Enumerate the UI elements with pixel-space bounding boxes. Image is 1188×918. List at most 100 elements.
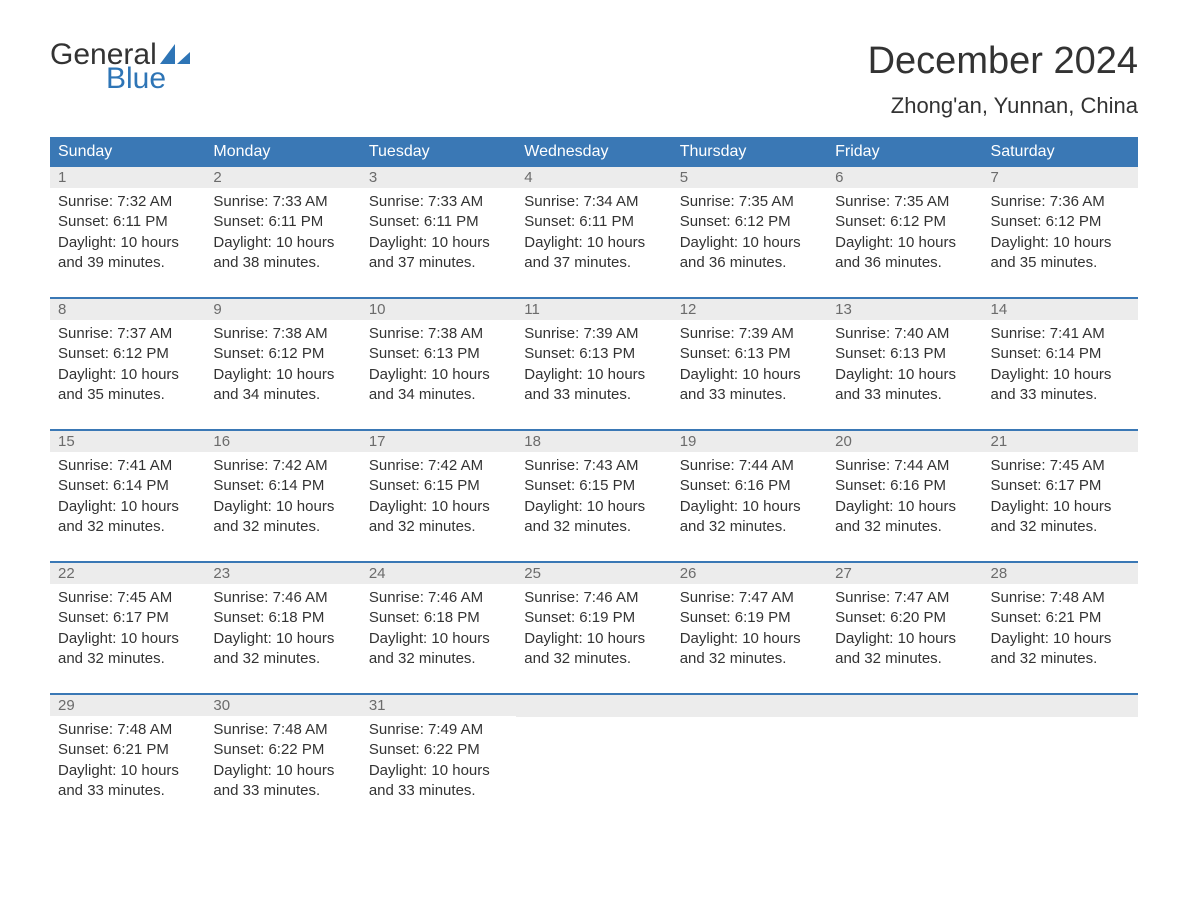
- day-sunset: Sunset: 6:12 PM: [680, 212, 819, 232]
- day-number: 16: [205, 431, 360, 452]
- day-content: Sunrise: 7:33 AMSunset: 6:11 PMDaylight:…: [205, 188, 360, 297]
- day-daylight2: and 34 minutes.: [213, 385, 352, 405]
- day-cell: 15Sunrise: 7:41 AMSunset: 6:14 PMDayligh…: [50, 430, 205, 562]
- weekday-header: Friday: [827, 137, 982, 167]
- day-daylight2: and 32 minutes.: [835, 649, 974, 669]
- day-daylight1: Daylight: 10 hours: [991, 365, 1130, 385]
- day-daylight2: and 37 minutes.: [524, 253, 663, 273]
- day-sunset: Sunset: 6:16 PM: [680, 476, 819, 496]
- day-cell: 18Sunrise: 7:43 AMSunset: 6:15 PMDayligh…: [516, 430, 671, 562]
- day-content: Sunrise: 7:44 AMSunset: 6:16 PMDaylight:…: [827, 452, 982, 561]
- day-sunrise: Sunrise: 7:36 AM: [991, 192, 1130, 212]
- day-number: 22: [50, 563, 205, 584]
- day-sunrise: Sunrise: 7:35 AM: [835, 192, 974, 212]
- day-content: Sunrise: 7:44 AMSunset: 6:16 PMDaylight:…: [672, 452, 827, 561]
- day-number: 12: [672, 299, 827, 320]
- week-row: 1Sunrise: 7:32 AMSunset: 6:11 PMDaylight…: [50, 167, 1138, 298]
- day-sunrise: Sunrise: 7:46 AM: [369, 588, 508, 608]
- day-daylight1: Daylight: 10 hours: [524, 233, 663, 253]
- day-sunset: Sunset: 6:15 PM: [524, 476, 663, 496]
- day-cell: 4Sunrise: 7:34 AMSunset: 6:11 PMDaylight…: [516, 167, 671, 298]
- day-daylight2: and 38 minutes.: [213, 253, 352, 273]
- day-daylight2: and 34 minutes.: [369, 385, 508, 405]
- day-sunset: Sunset: 6:16 PM: [835, 476, 974, 496]
- day-daylight1: Daylight: 10 hours: [213, 233, 352, 253]
- day-sunset: Sunset: 6:14 PM: [991, 344, 1130, 364]
- day-number: 31: [361, 695, 516, 716]
- week-row: 22Sunrise: 7:45 AMSunset: 6:17 PMDayligh…: [50, 562, 1138, 694]
- day-daylight1: Daylight: 10 hours: [369, 761, 508, 781]
- day-number: 11: [516, 299, 671, 320]
- weekday-header-row: SundayMondayTuesdayWednesdayThursdayFrid…: [50, 137, 1138, 167]
- day-number: 10: [361, 299, 516, 320]
- day-number: 18: [516, 431, 671, 452]
- day-content: Sunrise: 7:39 AMSunset: 6:13 PMDaylight:…: [672, 320, 827, 429]
- location: Zhong'an, Yunnan, China: [868, 93, 1138, 119]
- day-sunset: Sunset: 6:18 PM: [213, 608, 352, 628]
- day-number: 20: [827, 431, 982, 452]
- day-sunrise: Sunrise: 7:41 AM: [58, 456, 197, 476]
- day-daylight1: Daylight: 10 hours: [680, 233, 819, 253]
- day-number: 8: [50, 299, 205, 320]
- day-cell: 9Sunrise: 7:38 AMSunset: 6:12 PMDaylight…: [205, 298, 360, 430]
- day-sunset: Sunset: 6:17 PM: [58, 608, 197, 628]
- day-number: 29: [50, 695, 205, 716]
- day-sunset: Sunset: 6:20 PM: [835, 608, 974, 628]
- day-daylight1: Daylight: 10 hours: [835, 365, 974, 385]
- day-cell: 11Sunrise: 7:39 AMSunset: 6:13 PMDayligh…: [516, 298, 671, 430]
- day-daylight1: Daylight: 10 hours: [213, 497, 352, 517]
- weekday-header: Tuesday: [361, 137, 516, 167]
- day-number: 15: [50, 431, 205, 452]
- day-daylight1: Daylight: 10 hours: [991, 497, 1130, 517]
- day-sunset: Sunset: 6:21 PM: [58, 740, 197, 760]
- day-cell: 17Sunrise: 7:42 AMSunset: 6:15 PMDayligh…: [361, 430, 516, 562]
- day-number: 17: [361, 431, 516, 452]
- day-sunrise: Sunrise: 7:37 AM: [58, 324, 197, 344]
- day-sunrise: Sunrise: 7:38 AM: [213, 324, 352, 344]
- day-sunrise: Sunrise: 7:40 AM: [835, 324, 974, 344]
- day-cell: 26Sunrise: 7:47 AMSunset: 6:19 PMDayligh…: [672, 562, 827, 694]
- day-sunrise: Sunrise: 7:49 AM: [369, 720, 508, 740]
- day-content: Sunrise: 7:41 AMSunset: 6:14 PMDaylight:…: [50, 452, 205, 561]
- day-daylight1: Daylight: 10 hours: [991, 629, 1130, 649]
- day-sunset: Sunset: 6:11 PM: [213, 212, 352, 232]
- weekday-header: Wednesday: [516, 137, 671, 167]
- day-daylight2: and 32 minutes.: [58, 649, 197, 669]
- day-sunrise: Sunrise: 7:48 AM: [991, 588, 1130, 608]
- day-sunset: Sunset: 6:14 PM: [213, 476, 352, 496]
- day-daylight2: and 33 minutes.: [680, 385, 819, 405]
- day-cell: 7Sunrise: 7:36 AMSunset: 6:12 PMDaylight…: [983, 167, 1138, 298]
- day-content: Sunrise: 7:34 AMSunset: 6:11 PMDaylight:…: [516, 188, 671, 297]
- day-daylight1: Daylight: 10 hours: [835, 629, 974, 649]
- weekday-header: Monday: [205, 137, 360, 167]
- day-number: 13: [827, 299, 982, 320]
- day-cell: 12Sunrise: 7:39 AMSunset: 6:13 PMDayligh…: [672, 298, 827, 430]
- day-content-empty: [983, 717, 1138, 817]
- day-daylight2: and 39 minutes.: [58, 253, 197, 273]
- day-content: Sunrise: 7:32 AMSunset: 6:11 PMDaylight:…: [50, 188, 205, 297]
- day-daylight2: and 32 minutes.: [213, 517, 352, 537]
- day-sunset: Sunset: 6:12 PM: [991, 212, 1130, 232]
- day-number: 7: [983, 167, 1138, 188]
- day-daylight2: and 37 minutes.: [369, 253, 508, 273]
- day-sunrise: Sunrise: 7:48 AM: [213, 720, 352, 740]
- day-number: 4: [516, 167, 671, 188]
- day-number-empty: [672, 695, 827, 717]
- day-sunrise: Sunrise: 7:33 AM: [213, 192, 352, 212]
- day-sunrise: Sunrise: 7:44 AM: [835, 456, 974, 476]
- day-daylight1: Daylight: 10 hours: [58, 233, 197, 253]
- day-content-empty: [672, 717, 827, 817]
- day-cell: 24Sunrise: 7:46 AMSunset: 6:18 PMDayligh…: [361, 562, 516, 694]
- day-daylight1: Daylight: 10 hours: [58, 497, 197, 517]
- page-title: December 2024: [868, 40, 1138, 83]
- day-daylight2: and 32 minutes.: [369, 649, 508, 669]
- title-block: December 2024 Zhong'an, Yunnan, China: [868, 40, 1138, 119]
- day-cell: 10Sunrise: 7:38 AMSunset: 6:13 PMDayligh…: [361, 298, 516, 430]
- day-sunset: Sunset: 6:13 PM: [524, 344, 663, 364]
- day-sunset: Sunset: 6:15 PM: [369, 476, 508, 496]
- day-daylight1: Daylight: 10 hours: [680, 497, 819, 517]
- day-cell: 6Sunrise: 7:35 AMSunset: 6:12 PMDaylight…: [827, 167, 982, 298]
- day-sunrise: Sunrise: 7:39 AM: [524, 324, 663, 344]
- day-sunset: Sunset: 6:14 PM: [58, 476, 197, 496]
- day-sunset: Sunset: 6:13 PM: [835, 344, 974, 364]
